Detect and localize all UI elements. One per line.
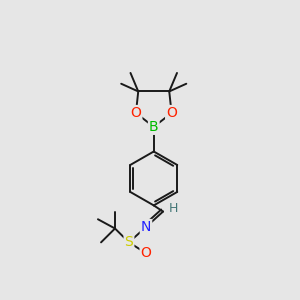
Text: H: H xyxy=(169,202,178,215)
Text: N: N xyxy=(141,220,151,234)
Text: O: O xyxy=(166,106,177,120)
Text: O: O xyxy=(130,106,141,120)
Text: O: O xyxy=(141,246,152,260)
Text: S: S xyxy=(124,236,133,249)
Text: B: B xyxy=(149,120,159,134)
